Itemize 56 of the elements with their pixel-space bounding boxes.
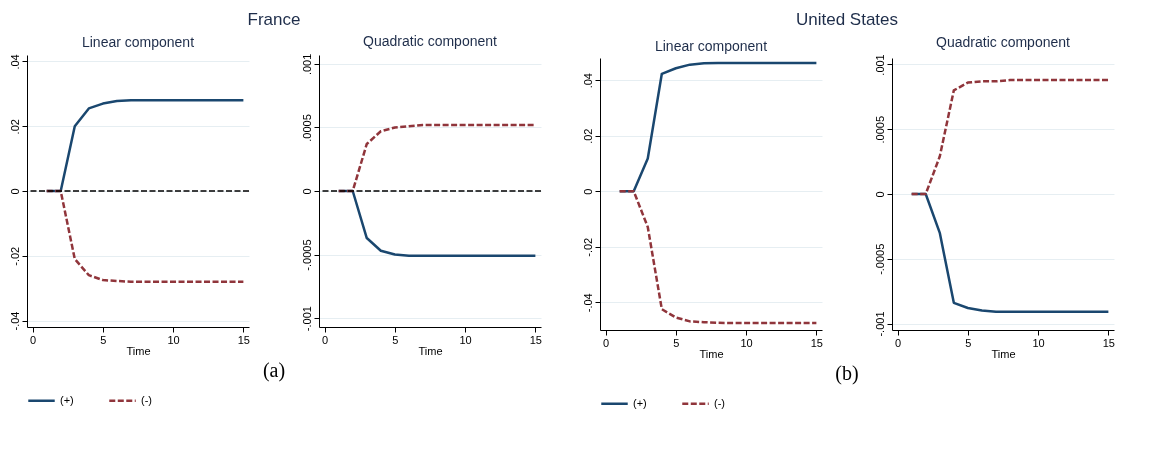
y-tick-label: .0005 [873, 115, 886, 144]
y-tick-label: .02 [581, 128, 594, 144]
y-tick-label: -.0005 [300, 239, 313, 271]
y-tick-label: .04 [581, 73, 594, 89]
line-series [337, 123, 537, 193]
legend-label: (-) [714, 396, 725, 409]
y-tick-label: .02 [8, 119, 21, 135]
line-series [618, 189, 818, 325]
y-tick-label: -.02 [581, 237, 594, 257]
x-tick-label: 15 [1102, 336, 1115, 349]
chart-title: Linear component [81, 33, 195, 50]
x-axis-title: Time [418, 344, 443, 357]
legend-label: (-) [141, 393, 152, 406]
x-tick-label: 10 [1032, 336, 1045, 349]
y-tick-label: -.02 [8, 246, 21, 266]
x-tick-label: 10 [459, 333, 472, 346]
y-tick-label: -.001 [873, 311, 886, 337]
x-tick-label: 10 [740, 336, 753, 349]
x-tick-label: 0 [30, 333, 37, 346]
text: (b) [835, 362, 859, 385]
x-tick-label: 5 [100, 333, 107, 346]
y-tick-label: 0 [8, 188, 21, 195]
x-tick-label: 10 [167, 333, 180, 346]
y-tick-label: 0 [873, 191, 886, 198]
y-tick-label: -.001 [300, 306, 313, 332]
legend-label: (+) [60, 393, 74, 406]
y-tick-label: .04 [8, 54, 21, 70]
text: United States [795, 10, 899, 29]
x-tick-label: 0 [322, 333, 329, 346]
line-series [910, 78, 1110, 196]
y-tick-label: .001 [873, 54, 886, 76]
x-tick-label: 5 [673, 336, 680, 349]
y-tick-label: -.0005 [873, 243, 886, 275]
y-tick-label: .001 [300, 53, 313, 76]
y-tick-label: .0005 [300, 114, 313, 142]
chart-title: Quadratic component [363, 33, 498, 50]
y-tick-label: -.04 [581, 293, 594, 313]
chart-title: Linear component [654, 38, 768, 54]
x-axis-title: Time [991, 347, 1016, 360]
x-tick-label: 0 [895, 336, 902, 349]
x-axis-title: Time [126, 344, 151, 357]
x-tick-label: 15 [810, 336, 823, 349]
y-tick-label: -.04 [8, 311, 21, 331]
x-tick-label: 15 [529, 333, 542, 346]
y-tick-label: 0 [581, 188, 594, 195]
line-series [45, 189, 245, 283]
y-tick-label: 0 [300, 188, 313, 195]
x-tick-label: 0 [603, 336, 610, 349]
x-tick-label: 5 [965, 336, 972, 349]
text: (a) [262, 359, 286, 382]
text: France [247, 10, 301, 29]
x-axis-title: Time [699, 347, 724, 360]
chart-title: Quadratic component [936, 33, 1071, 50]
x-tick-label: 15 [237, 333, 250, 346]
x-tick-label: 5 [392, 333, 399, 346]
legend-label: (+) [633, 396, 647, 409]
